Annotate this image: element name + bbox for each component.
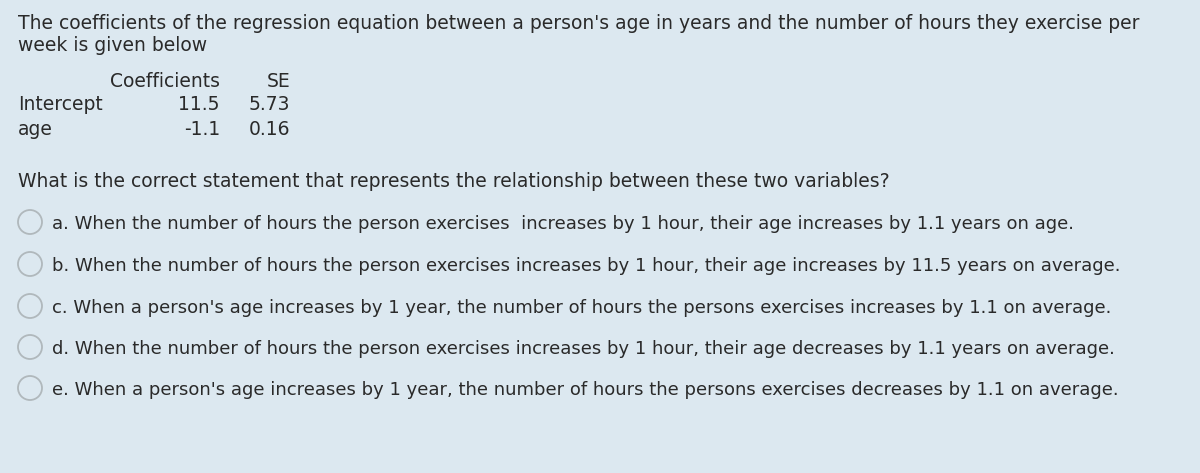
Text: 11.5: 11.5: [179, 95, 220, 114]
Text: The coefficients of the regression equation between a person's age in years and : The coefficients of the regression equat…: [18, 14, 1140, 33]
Text: b. When the number of hours the person exercises increases by 1 hour, their age : b. When the number of hours the person e…: [52, 257, 1121, 275]
Text: Intercept: Intercept: [18, 95, 103, 114]
Text: -1.1: -1.1: [184, 120, 220, 139]
Text: age: age: [18, 120, 53, 139]
Text: Coefficients: Coefficients: [110, 72, 220, 91]
Text: c. When a person's age increases by 1 year, the number of hours the persons exer: c. When a person's age increases by 1 ye…: [52, 299, 1111, 317]
Text: SE: SE: [266, 72, 290, 91]
Text: 5.73: 5.73: [248, 95, 290, 114]
Text: week is given below: week is given below: [18, 36, 208, 55]
Text: 0.16: 0.16: [248, 120, 290, 139]
Text: d. When the number of hours the person exercises increases by 1 hour, their age : d. When the number of hours the person e…: [52, 340, 1115, 358]
Text: e. When a person's age increases by 1 year, the number of hours the persons exer: e. When a person's age increases by 1 ye…: [52, 381, 1118, 399]
Text: What is the correct statement that represents the relationship between these two: What is the correct statement that repre…: [18, 172, 889, 191]
Text: a. When the number of hours the person exercises  increases by 1 hour, their age: a. When the number of hours the person e…: [52, 215, 1074, 233]
